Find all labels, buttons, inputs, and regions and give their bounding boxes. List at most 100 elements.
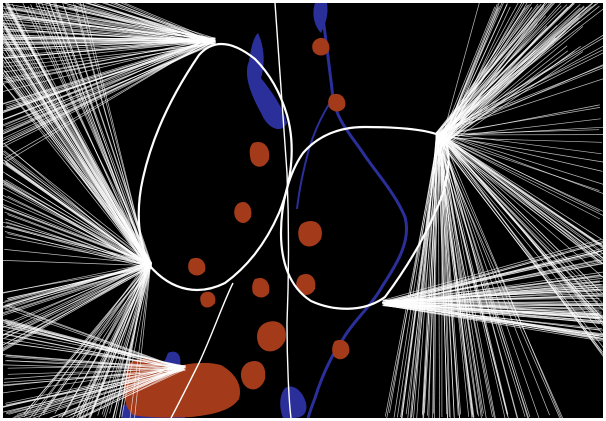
- flight-track-northwest: [3, 41, 214, 126]
- flight-tracks-layer: [3, 3, 603, 418]
- flight-track-east: [437, 134, 550, 416]
- flight-track-northeast: [442, 3, 500, 143]
- urban-center-5: [257, 321, 286, 352]
- holding-pattern-east: [279, 125, 450, 310]
- flight-track-west: [3, 266, 147, 315]
- flight-track-northwest: [123, 3, 211, 40]
- urban-center-3: [298, 220, 322, 247]
- flight-track-northwest: [6, 39, 211, 81]
- flight-track-west: [3, 150, 151, 265]
- flight-track-west: [3, 260, 151, 267]
- flight-track-west: [73, 3, 150, 265]
- flight-track-northeast: [441, 37, 556, 143]
- flight-track-west: [4, 249, 152, 265]
- flight-track-east: [436, 132, 602, 155]
- flight-track-southwest: [4, 318, 187, 369]
- flight-track-southeast: [383, 259, 600, 306]
- flight-track-east: [437, 134, 603, 259]
- flight-track-west: [7, 9, 152, 263]
- flight-track-west: [3, 183, 152, 266]
- flight-track-northwest: [3, 30, 216, 42]
- flight-track-west: [4, 145, 152, 263]
- flight-track-northwest: [62, 3, 213, 40]
- urban-center-6: [240, 360, 266, 390]
- flight-track-northeast: [444, 50, 575, 144]
- flight-track-northeast: [444, 25, 571, 146]
- flight-track-east: [437, 132, 600, 296]
- flight-track-west: [23, 263, 150, 418]
- flight-track-northwest: [15, 7, 216, 39]
- river-branch: [296, 97, 334, 210]
- flight-track-southeast: [387, 286, 601, 304]
- flight-track-west: [7, 266, 150, 299]
- flight-track-east: [435, 137, 603, 264]
- flight-track-southwest: [16, 369, 181, 418]
- flight-track-northwest: [75, 6, 216, 41]
- flight-track-west: [5, 30, 147, 264]
- flight-track-southeast: [382, 252, 599, 305]
- flight-track-southeast: [383, 305, 603, 339]
- flight-track-southwest: [3, 367, 186, 387]
- flight-track-northeast: [440, 6, 496, 141]
- flight-track-west: [54, 263, 151, 414]
- flight-track-east: [436, 132, 473, 418]
- flight-track-southeast: [382, 240, 603, 303]
- flight-track-west: [3, 266, 150, 293]
- flight-track-northwest: [5, 39, 216, 42]
- flight-track-east: [437, 3, 575, 138]
- flight-track-southwest: [69, 365, 186, 418]
- flight-track-southwest: [6, 369, 183, 415]
- flight-track-northeast: [443, 28, 547, 142]
- flight-track-east: [435, 3, 539, 134]
- flight-track-west: [129, 263, 151, 418]
- flight-track-southeast: [386, 290, 600, 305]
- flight-track-southwest: [7, 368, 182, 375]
- flight-track-southwest: [5, 356, 185, 371]
- flight-track-east: [437, 134, 600, 263]
- flight-track-northeast: [440, 25, 558, 141]
- urban-west-2: [200, 291, 216, 308]
- flight-track-southeast: [386, 303, 601, 331]
- flight-track-west: [46, 6, 150, 265]
- flight-track-southeast: [387, 305, 603, 342]
- flight-track-east: [439, 136, 600, 191]
- flight-track-west: [3, 221, 152, 264]
- flight-track-northeast: [440, 3, 480, 141]
- flight-track-east: [436, 133, 601, 220]
- flight-track-east: [427, 134, 442, 416]
- flight-track-west: [134, 265, 151, 418]
- flight-track-northwest: [3, 42, 216, 83]
- flight-track-east: [441, 133, 601, 250]
- flight-track-northwest: [110, 3, 216, 45]
- flight-track-west: [7, 233, 147, 265]
- flight-track-southeast: [384, 302, 602, 315]
- flight-track-east: [440, 133, 603, 326]
- flight-track-northwest: [3, 42, 213, 142]
- flight-track-southeast: [385, 301, 603, 336]
- flight-track-east: [413, 133, 437, 418]
- flight-track-east: [440, 133, 529, 418]
- flight-track-southeast: [386, 262, 603, 304]
- lake-west: [246, 33, 287, 130]
- urban-north: [312, 37, 330, 56]
- flight-track-west: [3, 265, 149, 351]
- flight-track-northeast: [442, 3, 504, 141]
- flight-track-west: [3, 184, 150, 268]
- flight-track-west: [3, 226, 148, 263]
- flight-track-northwest: [3, 22, 211, 43]
- track-north-south-2: [170, 282, 234, 418]
- flight-track-northwest: [3, 39, 213, 92]
- flight-track-northeast: [443, 3, 523, 142]
- map-canvas: [3, 3, 603, 418]
- flight-track-northwest: [5, 39, 213, 59]
- flight-track-west: [4, 207, 150, 265]
- flight-track-east: [436, 137, 561, 418]
- flight-track-southeast: [386, 263, 603, 304]
- flight-track-west: [89, 263, 151, 418]
- flight-track-northwest: [84, 3, 213, 40]
- flight-track-southwest: [79, 369, 185, 418]
- flight-track-northwest: [3, 39, 214, 80]
- flight-track-northeast: [445, 45, 568, 142]
- holding-pattern-west: [137, 42, 293, 292]
- flight-track-northwest: [120, 3, 214, 43]
